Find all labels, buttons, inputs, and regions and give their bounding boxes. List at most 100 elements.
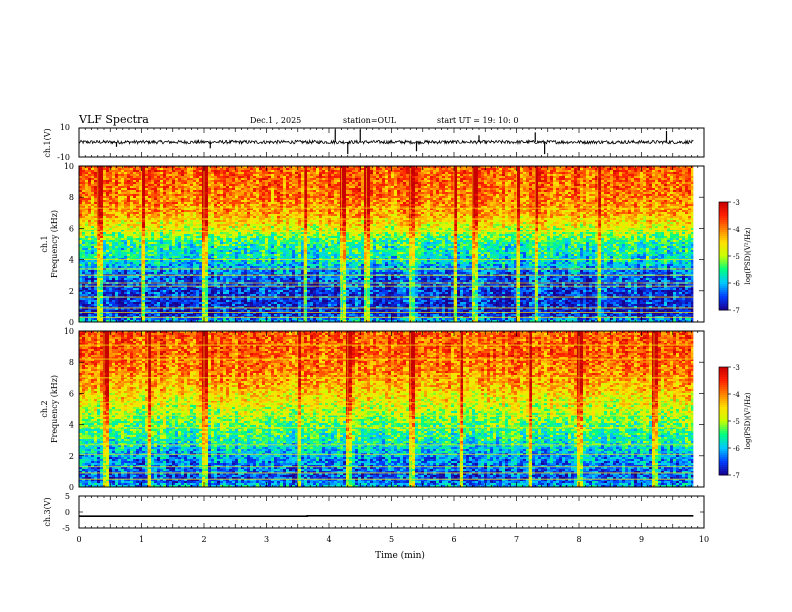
spectrogram-cell xyxy=(151,250,154,252)
spectrogram-cell xyxy=(91,242,94,244)
spectrogram-cell xyxy=(136,290,139,292)
spectrogram-cell xyxy=(127,224,130,226)
spectrogram-cell xyxy=(205,288,208,290)
spectrogram-cell xyxy=(100,194,103,196)
spectrogram-cell xyxy=(190,248,193,250)
spectrogram-cell xyxy=(136,228,139,230)
spectrogram-cell xyxy=(115,314,118,316)
spectrogram-cell xyxy=(124,178,127,180)
spectrogram-cell xyxy=(148,186,151,188)
spectrogram-cell xyxy=(148,216,151,218)
spectrogram-cell xyxy=(145,300,148,302)
spectrogram-cell xyxy=(196,176,199,178)
spectrogram-cell xyxy=(208,212,211,214)
spectrogram-cell xyxy=(85,220,88,222)
spectrogram-cell xyxy=(175,300,178,302)
spectrogram-cell xyxy=(160,224,163,226)
spectrogram-cell xyxy=(142,188,145,190)
spectrogram-cell xyxy=(100,212,103,214)
spectrogram-cell xyxy=(154,220,157,222)
spectrogram-cell xyxy=(178,280,181,282)
spectrogram-cell xyxy=(94,194,97,196)
spectrogram-cell xyxy=(130,264,133,266)
spectrogram-cell xyxy=(190,288,193,290)
spectrogram-cell xyxy=(199,188,202,190)
spectrogram-cell xyxy=(235,300,238,302)
spectrogram-cell xyxy=(226,300,229,302)
spectrogram-cell xyxy=(154,234,157,236)
spectrogram-cell xyxy=(178,314,181,316)
spectrogram-cell xyxy=(217,298,220,300)
spectrogram-cell xyxy=(127,196,130,198)
spectrogram-cell xyxy=(112,240,115,242)
spectrogram-cell xyxy=(133,250,136,252)
spectrogram-cell xyxy=(178,180,181,182)
spectrogram-cell xyxy=(166,266,169,268)
spectrogram-cell xyxy=(136,172,139,174)
spectrogram-cell xyxy=(184,170,187,172)
spectrogram-cell xyxy=(151,196,154,198)
spectrogram-cell xyxy=(190,216,193,218)
spectrogram-cell xyxy=(130,254,133,256)
spectrogram-cell xyxy=(208,250,211,252)
spectrogram-cell xyxy=(118,228,121,230)
spectrogram-cell xyxy=(145,252,148,254)
spectrogram-cell xyxy=(82,210,85,212)
spectrogram-cell xyxy=(115,288,118,290)
spectrogram-cell xyxy=(94,216,97,218)
spectrogram-cell xyxy=(163,260,166,262)
spectrogram-cell xyxy=(175,232,178,234)
spectrogram-cell xyxy=(82,310,85,312)
spectrogram-cell xyxy=(109,298,112,300)
spectrogram-cell xyxy=(160,302,163,304)
spectrogram-cell xyxy=(85,236,88,238)
spectrogram-cell xyxy=(238,232,241,234)
spectrogram-cell xyxy=(88,242,91,244)
spectrogram-cell xyxy=(157,262,160,264)
spectrogram-cell xyxy=(220,204,223,206)
spectrogram-cell xyxy=(103,200,106,202)
spectrogram-cell xyxy=(121,310,124,312)
spectrogram-cell xyxy=(109,304,112,306)
spectrogram-cell xyxy=(88,318,91,320)
spectrogram-cell xyxy=(226,196,229,198)
spectrogram-cell xyxy=(163,184,166,186)
spectrogram-cell xyxy=(193,226,196,228)
spectrogram-cell xyxy=(190,278,193,280)
spectrogram-cell xyxy=(160,244,163,246)
spectrogram-cell xyxy=(130,260,133,262)
spectrogram-cell xyxy=(160,200,163,202)
spectrogram-cell xyxy=(238,178,241,180)
spectrogram-cell xyxy=(145,176,148,178)
spectrogram-cell xyxy=(118,192,121,194)
spectrogram-cell xyxy=(157,212,160,214)
spectrogram-cell xyxy=(166,184,169,186)
spectrogram-cell xyxy=(106,194,109,196)
spectrogram-cell xyxy=(214,168,217,170)
spectrogram-cell xyxy=(229,190,232,192)
spectrogram-cell xyxy=(133,272,136,274)
spectrogram-cell xyxy=(220,180,223,182)
spectrogram-cell xyxy=(229,272,232,274)
spectrogram-cell xyxy=(229,300,232,302)
spectrogram-cell xyxy=(145,278,148,280)
spectrogram-cell xyxy=(106,168,109,170)
spectrogram-cell xyxy=(232,266,235,268)
spectrogram-cell xyxy=(112,184,115,186)
spectrogram-cell xyxy=(190,314,193,316)
spectrogram-cell xyxy=(175,174,178,176)
spectrogram-cell xyxy=(199,240,202,242)
spectrogram-cell xyxy=(172,174,175,176)
spectrogram-cell xyxy=(229,290,232,292)
spectrogram-cell xyxy=(100,182,103,184)
spectrogram-cell xyxy=(160,236,163,238)
spectrogram-cell xyxy=(178,170,181,172)
spectrogram-cell xyxy=(94,220,97,222)
spectrogram-cell xyxy=(133,300,136,302)
spectrogram-cell xyxy=(124,248,127,250)
spectrogram-cell xyxy=(232,180,235,182)
spectrogram-cell xyxy=(121,298,124,300)
spectrogram-cell xyxy=(232,170,235,172)
spectrogram-cell xyxy=(85,226,88,228)
spectrogram-cell xyxy=(136,220,139,222)
